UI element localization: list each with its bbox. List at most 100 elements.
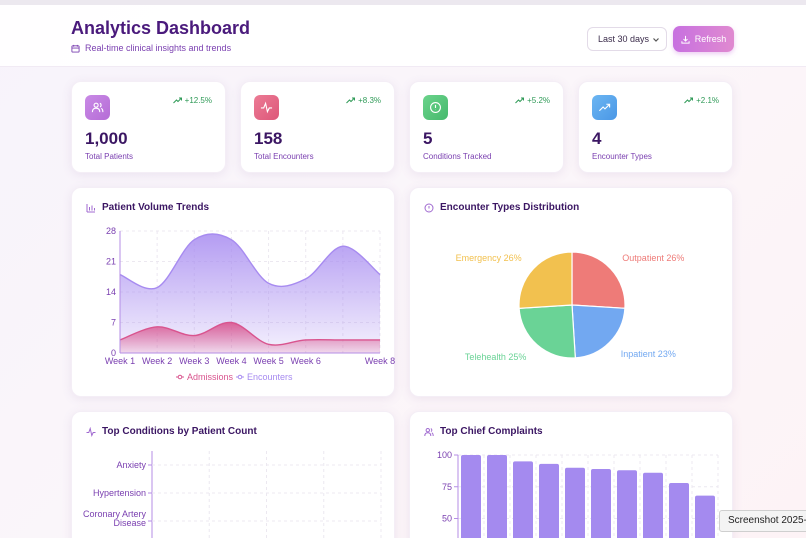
x-tick-label: Week 8: [365, 356, 395, 366]
top-complaints-chart: 255075100: [437, 450, 719, 538]
panel-title: Patient Volume Trends: [86, 202, 209, 213]
stat-icon-box: [85, 95, 110, 120]
pie-label: Inpatient 23%: [621, 349, 676, 359]
encounter-types-panel: Encounter Types Distribution Outpatient …: [409, 187, 733, 397]
patient-volume-chart: 0 7 14 21 28 Week 1 Week 2 Week 3 Week 4 Week 5 We…: [105, 226, 395, 382]
y-tick-label: 100: [437, 450, 452, 460]
legend-marker: [237, 374, 243, 380]
refresh-label: Refresh: [694, 34, 727, 44]
bar: [643, 472, 663, 538]
x-tick-label: Week 4: [216, 356, 246, 366]
series-area-encounters: [120, 233, 380, 353]
subtitle-text: Real-time clinical insights and trends: [85, 43, 232, 53]
stat-card-encounters: +8.3% 158 Total Encounters: [240, 81, 395, 173]
stat-label: Total Encounters: [254, 152, 314, 161]
trending-up-icon: [172, 97, 182, 104]
panel-title-text: Patient Volume Trends: [102, 202, 210, 213]
trend-badge: +2.1%: [684, 96, 719, 105]
trend-value: +8.3%: [358, 96, 381, 105]
trend-badge: +5.2%: [515, 96, 550, 105]
info-icon: [424, 203, 434, 212]
series-line-admissions: [119, 321, 380, 346]
users-icon: [424, 427, 434, 436]
download-icon: [681, 35, 690, 44]
top-complaints-panel: Top Chief Complaints 255075100: [409, 411, 733, 538]
trending-up-icon: [346, 97, 356, 104]
legend-marker: [177, 374, 183, 380]
trend-value: +2.1%: [696, 96, 719, 105]
users-icon: [91, 102, 104, 113]
y-tick-label: 7: [111, 318, 116, 328]
bar: [513, 461, 533, 538]
stat-icon-box: [592, 95, 617, 120]
bar: [695, 495, 715, 538]
bar: [669, 482, 689, 538]
trending-up-icon: [598, 103, 611, 112]
trending-up-icon: [515, 97, 525, 104]
x-tick-label: Week 2: [142, 356, 172, 366]
activity-icon: [260, 101, 273, 114]
legend-label: Encounters: [247, 372, 293, 382]
y-tick-label: 28: [106, 226, 116, 236]
page-subtitle: Real-time clinical insights and trends: [71, 43, 231, 53]
trending-up-icon: [684, 97, 694, 104]
series-area-admissions: [120, 322, 380, 353]
stat-label: Total Patients: [85, 152, 134, 161]
legend-label: Admissions: [187, 372, 234, 382]
stat-card-encounter-types: +2.1% 4 Encounter Types: [578, 81, 733, 173]
bar: [617, 470, 637, 538]
pie-slice: [571, 251, 626, 309]
activity-icon: [86, 426, 96, 437]
pie-label: Emergency 26%: [456, 253, 522, 263]
calendar-icon: [71, 44, 80, 53]
top-conditions-chart: Anxiety Hypertension Coronary ArteryDiseas…: [83, 451, 382, 538]
date-range-select[interactable]: Last 30 days: [587, 27, 667, 51]
trend-badge: +8.3%: [346, 96, 381, 105]
stat-value: 1,000: [85, 129, 128, 148]
panel-title-text: Encounter Types Distribution: [440, 202, 580, 213]
page-title: Analytics Dashboard: [71, 18, 251, 38]
pie-slice: [571, 304, 626, 359]
x-tick-label: Week 3: [179, 356, 209, 366]
page-header: Analytics Dashboard Real-time clinical i…: [0, 5, 806, 67]
stat-card-patients: +12.5% 1,000 Total Patients: [71, 81, 226, 173]
x-tick-label: Week 1: [105, 356, 135, 366]
pie-slice: [518, 251, 573, 309]
alert-circle-icon: [430, 102, 441, 113]
trend-badge: +12.5%: [172, 96, 212, 105]
panel-title: Encounter Types Distribution: [424, 202, 579, 213]
y-tick-label: 50: [442, 514, 452, 524]
category-label: Disease: [113, 518, 146, 528]
category-label: Hypertension: [93, 488, 146, 498]
stat-value: 4: [592, 129, 602, 148]
category-label: Coronary Artery: [83, 509, 147, 519]
chevron-down-icon: [653, 38, 659, 42]
stat-value: 158: [254, 129, 283, 148]
bar: [591, 468, 611, 538]
top-strip: [0, 0, 806, 5]
bar-chart-icon: [86, 203, 95, 212]
bar: [461, 455, 481, 538]
panel-title-text: Top Conditions by Patient Count: [102, 426, 257, 437]
panel-title-text: Top Chief Complaints: [440, 426, 543, 437]
y-tick-label: 0: [111, 348, 116, 358]
patient-volume-panel: Patient Volume Trends 0 7 14 21 28 Week 1 Week…: [71, 187, 395, 397]
date-range-value: Last 30 days: [598, 34, 650, 44]
stat-icon-box: [423, 95, 448, 120]
panel-title: Top Conditions by Patient Count: [86, 426, 257, 437]
x-tick-label: Week 5: [253, 356, 283, 366]
x-tick-label: Week 6: [291, 356, 321, 366]
legend-item: Admissions: [176, 372, 234, 382]
category-label: Anxiety: [116, 460, 146, 470]
stat-label: Conditions Tracked: [423, 152, 492, 161]
encounter-types-chart: Outpatient 26% Inpatient 23% Telehealth 25…: [456, 251, 684, 362]
bar: [565, 467, 585, 538]
refresh-button[interactable]: Refresh: [673, 26, 734, 52]
y-tick-label: 14: [106, 287, 116, 297]
stat-icon-box: [254, 95, 279, 120]
bar: [539, 463, 559, 538]
screenshot-thumbnail: Screenshot 2025-: [719, 510, 806, 532]
legend-item: Encounters: [236, 372, 293, 382]
series-line-encounters: [119, 233, 381, 290]
stat-card-conditions: +5.2% 5 Conditions Tracked: [409, 81, 564, 173]
